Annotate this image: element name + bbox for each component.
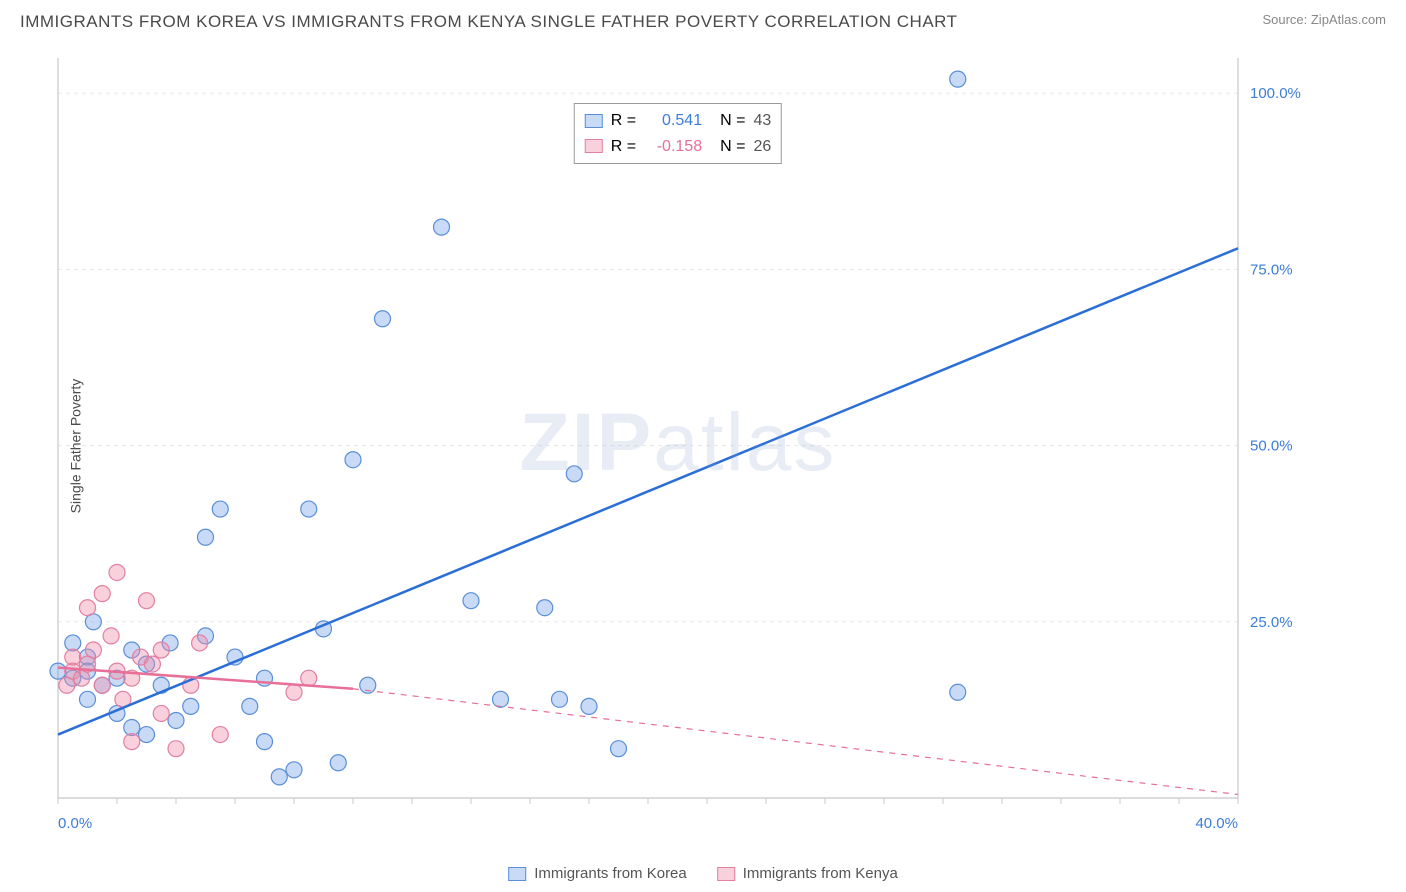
legend-row-kenya: R = -0.158 N = 26 [585,134,771,160]
swatch-kenya [585,139,603,153]
chart-area: 25.0%50.0%75.0%100.0%0.0%40.0% ZIPatlas … [48,48,1308,838]
swatch-korea [508,867,526,881]
legend-row-korea: R = 0.541 N = 43 [585,108,771,134]
r-label: R = [611,134,636,160]
svg-text:0.0%: 0.0% [58,815,92,832]
r-value-korea: 0.541 [644,108,702,134]
svg-text:75.0%: 75.0% [1250,261,1293,278]
n-value-kenya: 26 [753,134,771,160]
n-label: N = [720,134,745,160]
svg-text:100.0%: 100.0% [1250,85,1301,102]
legend-item-korea: Immigrants from Korea [508,865,687,882]
correlation-legend: R = 0.541 N = 43 R = -0.158 N = 26 [574,103,782,164]
n-value-korea: 43 [753,108,771,134]
svg-text:50.0%: 50.0% [1250,438,1293,455]
legend-label-kenya: Immigrants from Kenya [743,865,898,882]
scatter-plot: 25.0% 50.0% 75.0% 100.0% 0.0% 40.0% [48,48,1308,838]
swatch-korea [585,114,603,128]
n-label: N = [720,108,745,134]
svg-text:25.0%: 25.0% [1250,614,1293,631]
r-value-kenya: -0.158 [644,134,702,160]
legend-label-korea: Immigrants from Korea [534,865,687,882]
source-label: Source: ZipAtlas.com [1262,12,1386,27]
svg-text:40.0%: 40.0% [1195,815,1238,832]
chart-title: IMMIGRANTS FROM KOREA VS IMMIGRANTS FROM… [20,12,958,32]
swatch-kenya [717,867,735,881]
series-legend: Immigrants from Korea Immigrants from Ke… [508,865,898,882]
r-label: R = [611,108,636,134]
legend-item-kenya: Immigrants from Kenya [717,865,898,882]
